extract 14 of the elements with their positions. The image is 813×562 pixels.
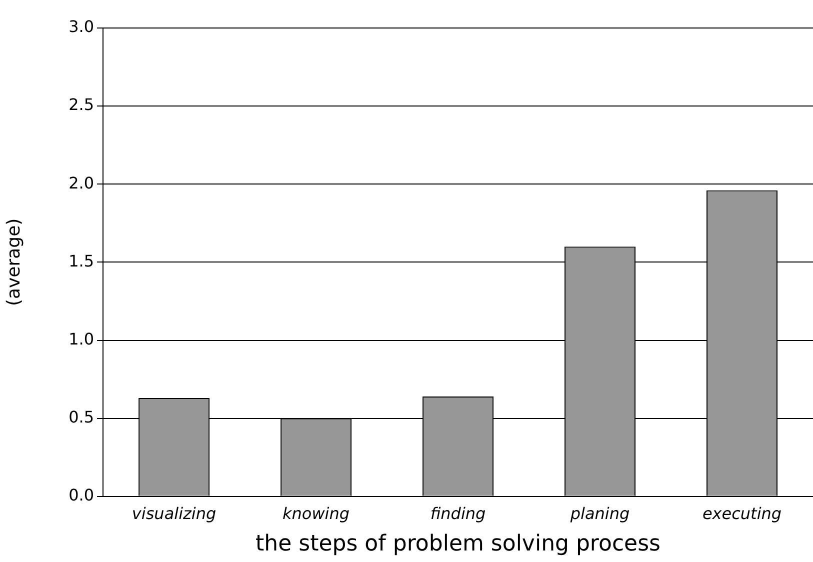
x-tick-label: executing xyxy=(702,504,782,524)
x-tick-label: knowing xyxy=(282,504,350,524)
y-tick-label: 0.0 xyxy=(68,486,94,505)
x-tick-label: visualizing xyxy=(132,504,216,524)
y-tick-label: 2.0 xyxy=(68,173,94,192)
y-tick-label: 3.0 xyxy=(68,17,94,36)
y-tick-label: 1.5 xyxy=(68,251,94,270)
y-tick-label: 1.0 xyxy=(68,329,94,348)
x-tick-label: finding xyxy=(430,504,486,524)
y-tick-label: 0.5 xyxy=(68,407,94,426)
x-tick-label: planing xyxy=(569,504,630,524)
x-axis-title: the steps of problem solving process xyxy=(256,532,661,557)
y-tick-label: 2.5 xyxy=(68,95,94,114)
y-axis-title: (average) xyxy=(3,218,24,306)
